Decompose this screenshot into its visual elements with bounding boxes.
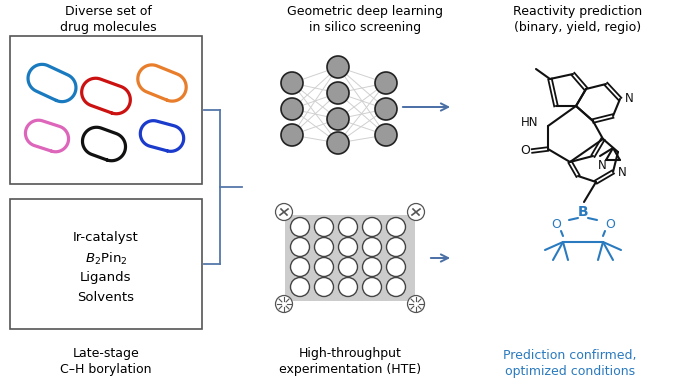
Bar [10,36,202,184]
Text: Prediction confirmed,
optimized conditions: Prediction confirmed, optimized conditio… [503,349,637,378]
Text: HN: HN [521,116,538,130]
Circle shape [314,218,334,236]
Circle shape [375,98,397,120]
Circle shape [281,72,303,94]
Circle shape [375,72,397,94]
Circle shape [386,257,406,277]
Circle shape [281,124,303,146]
Text: Reactivity prediction
(binary, yield, regio): Reactivity prediction (binary, yield, re… [514,5,643,34]
Circle shape [338,218,358,236]
Circle shape [386,238,406,257]
Text: O: O [605,218,615,230]
Circle shape [327,132,349,154]
Circle shape [314,238,334,257]
Circle shape [314,277,334,296]
Text: Geometric deep learning
in silico screening: Geometric deep learning in silico screen… [287,5,443,34]
Circle shape [290,257,310,277]
Text: Late-stage
C–H borylation: Late-stage C–H borylation [60,347,152,376]
Circle shape [362,277,382,296]
Text: O: O [520,144,530,158]
Circle shape [408,204,425,221]
Text: Ligands: Ligands [80,271,132,284]
Circle shape [362,257,382,277]
Circle shape [338,257,358,277]
Text: N: N [618,166,627,179]
Text: N: N [625,92,634,105]
Circle shape [327,108,349,130]
Circle shape [281,98,303,120]
Circle shape [290,277,310,296]
Bar [10,199,202,329]
Text: High-throughput
experimentation (HTE): High-throughput experimentation (HTE) [279,347,421,376]
Circle shape [338,277,358,296]
Bar [285,215,415,301]
Circle shape [375,124,397,146]
Circle shape [338,238,358,257]
Circle shape [386,277,406,296]
Circle shape [290,238,310,257]
Text: O: O [551,218,561,230]
Circle shape [314,257,334,277]
Text: $B_2$Pin$_2$: $B_2$Pin$_2$ [85,251,127,267]
Circle shape [327,56,349,78]
Circle shape [386,218,406,236]
Text: Ir-catalyst: Ir-catalyst [73,231,139,244]
Circle shape [327,82,349,104]
Text: B: B [577,205,588,219]
Circle shape [275,296,292,313]
Text: Diverse set of
drug molecules: Diverse set of drug molecules [60,5,156,34]
Circle shape [408,296,425,313]
Circle shape [275,204,292,221]
Text: Solvents: Solvents [77,291,134,304]
Circle shape [290,218,310,236]
Circle shape [362,238,382,257]
Text: N: N [598,159,607,172]
Circle shape [362,218,382,236]
